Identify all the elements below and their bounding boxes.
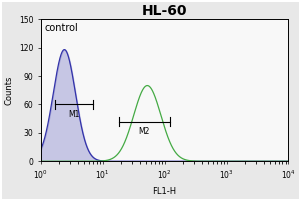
Title: HL-60: HL-60 — [142, 4, 188, 18]
Text: M1: M1 — [68, 110, 80, 119]
X-axis label: FL1-H: FL1-H — [153, 187, 177, 196]
Text: M2: M2 — [138, 127, 150, 136]
Text: control: control — [45, 23, 78, 33]
Y-axis label: Counts: Counts — [4, 76, 13, 105]
